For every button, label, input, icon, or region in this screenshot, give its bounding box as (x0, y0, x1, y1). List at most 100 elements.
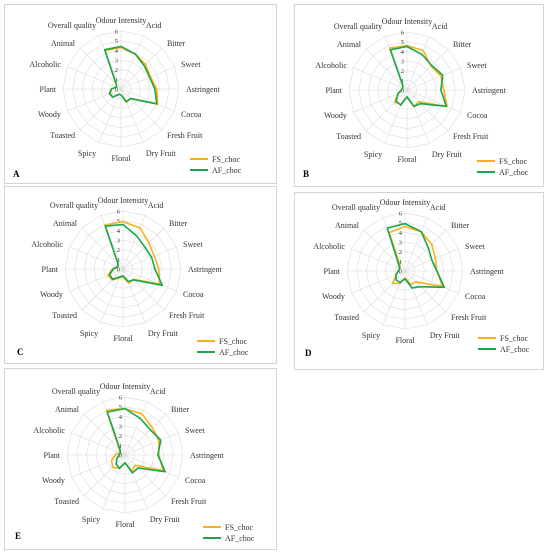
panel-letter: E (15, 531, 21, 541)
radial-tick-label: 2 (119, 433, 122, 440)
category-label-toasted: Toasted (50, 131, 75, 140)
category-label-odour-intensity: Odour Intensity (96, 16, 146, 25)
radar-panel-a: 0 1 2 3 4 5 6 Odour Intensity Acid Bitter Sweet Ast… (4, 4, 277, 184)
radar-chart-c: 0123456Odour IntensityAcidBitterSweetAst… (5, 187, 278, 365)
category-label-alcoholic: Alcoholic (29, 60, 61, 69)
legend-label-af-choc: AF_choc (212, 166, 242, 175)
category-label-plant: Plant (324, 267, 341, 276)
grid-spoke (366, 90, 407, 131)
category-label-floral: Floral (113, 334, 133, 343)
radial-tick-label: 2 (115, 67, 118, 74)
category-label-overall-quality: Overall quality (50, 201, 98, 210)
category-label-dry-fruit: Dry Fruit (432, 150, 463, 159)
category-label-cocoa: Cocoa (185, 476, 206, 485)
category-label-animal: Animal (53, 219, 78, 228)
legend-label-af-choc: AF_choc (500, 345, 530, 354)
radial-tick-label: 3 (115, 58, 118, 65)
category-label-alcoholic: Alcoholic (313, 242, 345, 251)
category-label-animal: Animal (335, 221, 360, 230)
grid-spoke (82, 269, 123, 310)
radial-tick-label: 3 (399, 240, 402, 247)
radial-tick-label: 5 (401, 39, 404, 46)
category-label-fresh-fruit: Fresh Fruit (169, 311, 205, 320)
grid-spoke (121, 48, 162, 89)
category-label-dry-fruit: Dry Fruit (148, 329, 179, 338)
panel-letter: A (13, 169, 20, 179)
category-label-woody: Woody (324, 111, 347, 120)
radial-tick-label: 4 (399, 230, 403, 237)
grid-spoke (364, 271, 405, 312)
radial-tick-label: 2 (399, 249, 402, 256)
category-label-overall-quality: Overall quality (52, 387, 100, 396)
category-label-floral: Floral (397, 155, 417, 164)
radar-panel-b: 0 1 2 3 4 5 6 Odour Intensity Acid Bitter Sweet Ast… (294, 4, 544, 187)
category-label-dry-fruit: Dry Fruit (146, 149, 177, 158)
category-label-odour-intensity: Odour Intensity (100, 382, 150, 391)
category-label-odour-intensity: Odour Intensity (98, 196, 148, 205)
category-label-astringent: Astringent (188, 265, 223, 274)
category-label-floral: Floral (115, 520, 135, 529)
category-label-floral: Floral (395, 336, 415, 345)
radar-panel-c: 0 1 2 3 4 5 6 Odour Intensity Acid Bitter Sweet Ast… (4, 186, 277, 364)
radial-tick-label: 2 (401, 68, 404, 75)
grid-spoke (80, 89, 121, 130)
grid-spoke (407, 90, 448, 131)
category-label-toasted: Toasted (54, 497, 79, 506)
panel-letter: D (305, 348, 312, 358)
category-label-bitter: Bitter (453, 40, 472, 49)
category-label-alcoholic: Alcoholic (33, 426, 65, 435)
category-label-sweet: Sweet (467, 61, 487, 70)
category-label-sweet: Sweet (465, 242, 485, 251)
legend-label-fs-choc: FS_choc (219, 337, 247, 346)
category-label-woody: Woody (322, 292, 345, 301)
category-label-sweet: Sweet (183, 240, 203, 249)
radar-panel-d: 0 1 2 3 4 5 6 Odour Intensity Acid Bitter Sweet Ast… (294, 192, 544, 370)
category-label-astringent: Astringent (186, 85, 221, 94)
category-label-cocoa: Cocoa (183, 290, 204, 299)
grid-spoke (84, 455, 125, 496)
category-label-plant: Plant (40, 85, 57, 94)
category-label-fresh-fruit: Fresh Fruit (167, 131, 203, 140)
category-label-odour-intensity: Odour Intensity (382, 17, 432, 26)
radial-tick-label: 4 (117, 228, 121, 235)
category-label-acid: Acid (148, 201, 164, 210)
legend-label-fs-choc: FS_choc (225, 523, 253, 532)
radial-tick-label: 4 (401, 49, 405, 56)
category-label-bitter: Bitter (451, 221, 470, 230)
category-label-spicy: Spicy (364, 150, 382, 159)
category-label-woody: Woody (42, 476, 65, 485)
category-label-woody: Woody (40, 290, 63, 299)
category-label-fresh-fruit: Fresh Fruit (171, 497, 207, 506)
legend-label-fs-choc: FS_choc (212, 155, 240, 164)
category-label-animal: Animal (51, 39, 76, 48)
radial-tick-label: 4 (119, 414, 123, 421)
category-label-overall-quality: Overall quality (334, 22, 382, 31)
radial-tick-label: 5 (115, 38, 118, 45)
category-label-overall-quality: Overall quality (332, 203, 380, 212)
category-label-animal: Animal (337, 40, 362, 49)
category-label-fresh-fruit: Fresh Fruit (451, 313, 487, 322)
panel-letter: B (303, 169, 309, 179)
legend-label-af-choc: AF_choc (499, 168, 529, 177)
series-fs-choc-line (389, 227, 442, 287)
radial-tick-label: 6 (117, 209, 121, 216)
legend-label-fs-choc: FS_choc (499, 157, 527, 166)
category-label-overall-quality: Overall quality (48, 21, 96, 30)
radial-tick-label: 3 (117, 238, 120, 245)
category-label-toasted: Toasted (52, 311, 77, 320)
radial-tick-label: 5 (399, 220, 402, 227)
category-label-woody: Woody (38, 110, 61, 119)
category-label-sweet: Sweet (181, 60, 201, 69)
category-label-plant: Plant (44, 451, 61, 460)
category-label-alcoholic: Alcoholic (315, 61, 347, 70)
category-label-dry-fruit: Dry Fruit (430, 331, 461, 340)
category-label-astringent: Astringent (190, 451, 225, 460)
category-label-bitter: Bitter (169, 219, 188, 228)
category-label-astringent: Astringent (472, 86, 507, 95)
legend-label-af-choc: AF_choc (225, 534, 255, 543)
category-label-cocoa: Cocoa (467, 111, 488, 120)
radial-tick-label: 2 (117, 247, 120, 254)
category-label-alcoholic: Alcoholic (31, 240, 63, 249)
